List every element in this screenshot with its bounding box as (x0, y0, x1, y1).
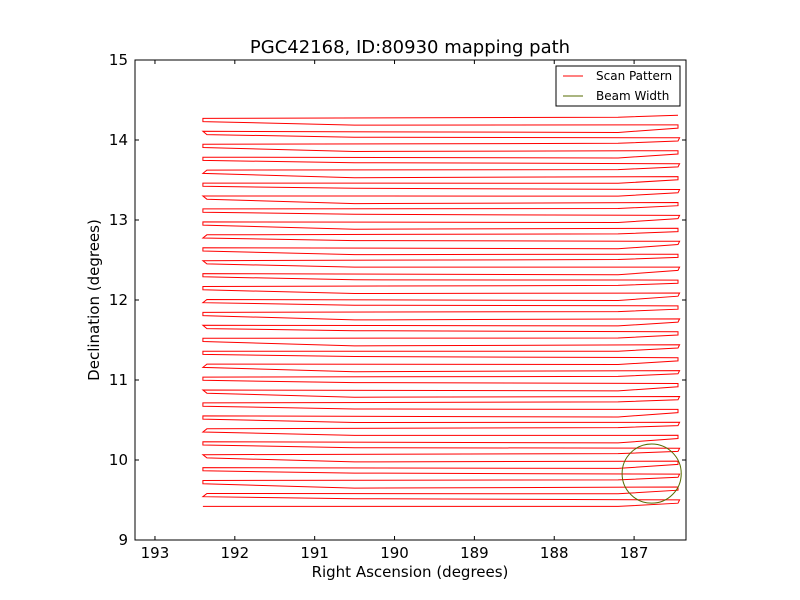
x-tick-label: 190 (380, 544, 409, 562)
x-tick-label: 189 (460, 544, 489, 562)
x-axis-title: Right Ascension (degrees) (312, 563, 509, 581)
y-tick-label: 9 (118, 531, 128, 549)
y-tick-label: 11 (109, 371, 128, 389)
y-tick-label: 14 (109, 131, 128, 149)
y-tick-label: 10 (109, 451, 128, 469)
legend-label-scan-pattern: Scan Pattern (596, 69, 672, 83)
chart-title: PGC42168, ID:80930 mapping path (250, 37, 570, 58)
plot-area (201, 114, 682, 507)
y-tick-label: 12 (109, 291, 128, 309)
x-tick-label: 192 (220, 544, 249, 562)
x-tick-label: 191 (300, 544, 329, 562)
scan-pattern-path (201, 114, 681, 507)
x-tick-label: 193 (141, 544, 170, 562)
beam-width-circle (621, 443, 682, 504)
x-axis: 193 192 191 190 189 188 187 (141, 60, 649, 562)
legend-label-beam-width: Beam Width (596, 89, 669, 103)
y-axis: 9 10 11 12 13 14 15 (109, 51, 686, 549)
y-tick-label: 13 (109, 211, 128, 229)
y-tick-label: 15 (109, 51, 128, 69)
x-tick-label: 187 (620, 544, 649, 562)
legend-box (555, 65, 681, 107)
x-tick-label: 188 (540, 544, 569, 562)
legend: Scan Pattern Beam Width (555, 65, 681, 107)
y-axis-title: Declination (degrees) (85, 219, 103, 381)
